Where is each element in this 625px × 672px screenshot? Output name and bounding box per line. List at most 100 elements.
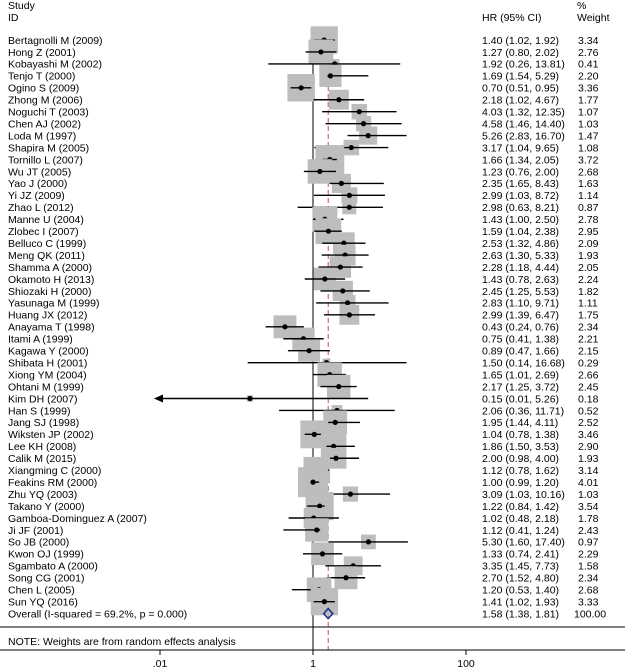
point-estimate bbox=[247, 395, 253, 402]
point-estimate bbox=[317, 503, 323, 509]
point-estimate bbox=[365, 133, 371, 139]
point-estimate bbox=[327, 73, 334, 79]
point-estimate bbox=[336, 97, 342, 103]
weight-value: 0.29 bbox=[578, 357, 599, 369]
weight-value: 2.90 bbox=[578, 441, 599, 453]
hr-ci-value: 1.69 (1.54, 5.29) bbox=[482, 71, 559, 83]
weight-value: 4.01 bbox=[578, 477, 599, 489]
hr-ci-value: 1.23 (0.76, 2.00) bbox=[482, 166, 559, 178]
weight-value: 2.76 bbox=[578, 47, 599, 59]
study-label: Zlobec I (2007) bbox=[8, 226, 79, 238]
point-estimate bbox=[341, 240, 347, 246]
hr-ci-value: 1.43 (0.78, 2.63) bbox=[482, 274, 559, 286]
study-label: Jang SJ (1998) bbox=[8, 417, 79, 429]
point-estimate bbox=[336, 383, 342, 390]
point-estimate bbox=[311, 431, 317, 437]
study-row: Itami A (1999) 0.75 (0.41, 1.38) 2.21 bbox=[8, 327, 599, 350]
hr-ci-value: 1.41 (1.02, 1.93) bbox=[482, 596, 559, 608]
point-estimate bbox=[365, 539, 372, 545]
hr-ci-value: 1.50 (0.14, 16.68) bbox=[482, 357, 565, 369]
weight-value: 3.36 bbox=[578, 83, 599, 95]
study-label: Shiozaki H (2000) bbox=[8, 286, 91, 298]
hr-ci-value: 1.95 (1.44, 4.11) bbox=[482, 417, 558, 429]
weight-value: 2.15 bbox=[578, 346, 599, 358]
study-label: Shapira M (2005) bbox=[8, 142, 89, 154]
hr-ci-value: 1.20 (0.53, 1.40) bbox=[482, 585, 559, 597]
point-estimate bbox=[333, 455, 339, 461]
hr-ci-value: 1.59 (1.04, 2.38) bbox=[482, 226, 559, 238]
study-row: Sun YQ (2016) 1.41 (1.02, 1.93) 3.33 bbox=[8, 587, 599, 616]
point-estimate bbox=[298, 85, 304, 91]
study-label: Xiong YM (2004) bbox=[8, 369, 87, 381]
study-label: Okamoto H (2013) bbox=[8, 274, 94, 286]
overall-label: Overall (I-squared = 69.2%, p = 0.000) bbox=[8, 608, 187, 620]
study-row: Kwon OJ (1999) 1.33 (0.74, 2.41) 2.29 bbox=[8, 542, 599, 566]
weight-value: 2.05 bbox=[578, 262, 599, 274]
weight-value: 2.21 bbox=[578, 334, 599, 346]
study-row: Loda M (1997) 5.26 (2.83, 16.70) 1.47 bbox=[8, 126, 599, 145]
study-row: Ji JF (2001) 1.12 (0.41, 1.24) 2.43 bbox=[8, 518, 599, 542]
weight-value: 1.08 bbox=[578, 142, 599, 154]
study-rows: Bertagnolli M (2009) 1.40 (1.02, 1.92) 3.3… bbox=[8, 26, 599, 616]
weight-value: 1.47 bbox=[578, 130, 599, 142]
weight-value: 1.58 bbox=[578, 561, 599, 573]
x-axis: .01 1 100 bbox=[153, 650, 475, 670]
weight-value: 3.72 bbox=[578, 154, 599, 166]
study-row: Wu JT (2005) 1.23 (0.76, 2.00) 2.68 bbox=[8, 159, 599, 184]
study-label: Ji JF (2001) bbox=[8, 525, 63, 537]
hr-ci-value: 3.09 (1.03, 10.16) bbox=[482, 489, 565, 501]
study-label: Gamboa-Dominguez A (2007) bbox=[8, 513, 147, 525]
study-row: Song CG (2001) 2.70 (1.52, 4.80) 2.34 bbox=[8, 566, 599, 590]
overall-weight-value: 100.00 bbox=[574, 608, 606, 620]
weight-value: 1.14 bbox=[578, 190, 599, 202]
study-row: Yi JZ (2009) 2.99 (1.03, 8.72) 1.14 bbox=[8, 187, 599, 204]
study-label: Sgambato A (2000) bbox=[8, 561, 98, 573]
hr-ci-value: 2.35 (1.65, 8.43) bbox=[482, 178, 559, 190]
point-estimate bbox=[346, 192, 352, 198]
weight-value: 1.82 bbox=[578, 286, 599, 298]
study-label: Xiangming C (2000) bbox=[8, 465, 101, 477]
study-label: Bertagnolli M (2009) bbox=[8, 35, 103, 47]
hr-ci-value: 2.17 (1.25, 3.72) bbox=[482, 381, 559, 393]
study-row: Han S (1999) 2.06 (0.36, 11.71) 0.52 bbox=[8, 405, 599, 417]
weight-value: 3.54 bbox=[578, 501, 599, 513]
hr-ci-value: 1.66 (1.34, 2.05) bbox=[482, 154, 559, 166]
point-estimate bbox=[347, 491, 354, 497]
study-row: Zhao L (2012) 2.98 (0.63, 8.21) 0.87 bbox=[8, 200, 599, 215]
point-estimate bbox=[348, 144, 354, 151]
study-label: Calik M (2015) bbox=[8, 453, 76, 465]
hr-ci-value: 4.03 (1.32, 12.35) bbox=[482, 107, 565, 119]
weight-value: 2.20 bbox=[578, 71, 599, 83]
study-label: Yi JZ (2009) bbox=[8, 190, 65, 202]
study-row: Lee KH (2008) 1.86 (1.50, 3.53) 2.90 bbox=[8, 433, 599, 460]
study-label: Feakins RM (2000) bbox=[8, 477, 97, 489]
weight-value: 2.34 bbox=[578, 573, 599, 585]
study-row: Kobayashi M (2002) 1.92 (0.26, 13.81) 0.41 bbox=[8, 59, 599, 71]
header-study: Study bbox=[8, 0, 36, 12]
weight-value: 1.63 bbox=[578, 178, 599, 190]
weight-value: 3.33 bbox=[578, 596, 599, 608]
weight-value: 2.68 bbox=[578, 166, 599, 178]
header-percent: % bbox=[577, 0, 586, 12]
point-estimate bbox=[337, 264, 343, 270]
weight-value: 1.77 bbox=[578, 95, 599, 107]
hr-ci-value: 1.92 (0.26, 13.81) bbox=[482, 59, 565, 71]
study-label: Chen AJ (2002) bbox=[8, 118, 81, 130]
weight-value: 1.75 bbox=[578, 310, 599, 322]
hr-ci-value: 2.70 (1.52, 4.80) bbox=[482, 573, 559, 585]
study-row: Jang SJ (1998) 1.95 (1.44, 4.11) 2.52 bbox=[8, 410, 599, 435]
note-text: NOTE: Weights are from random effects an… bbox=[8, 636, 236, 648]
study-label: Zhu YQ (2003) bbox=[8, 489, 77, 501]
study-label: Wu JT (2005) bbox=[8, 166, 71, 178]
header-hr: HR (95% CI) bbox=[482, 12, 542, 24]
study-row: Zhu YQ (2003) 3.09 (1.03, 10.16) 1.03 bbox=[8, 486, 599, 502]
weight-value: 0.52 bbox=[578, 405, 599, 417]
study-label: Tornillo L (2007) bbox=[8, 154, 83, 166]
weight-value: 2.45 bbox=[578, 381, 599, 393]
point-estimate bbox=[317, 168, 323, 175]
hr-ci-value: 1.12 (0.41, 1.24) bbox=[482, 525, 559, 537]
hr-ci-value: 2.28 (1.18, 4.44) bbox=[482, 262, 559, 274]
point-estimate bbox=[338, 180, 344, 186]
hr-ci-value: 1.12 (0.78, 1.62) bbox=[482, 465, 559, 477]
